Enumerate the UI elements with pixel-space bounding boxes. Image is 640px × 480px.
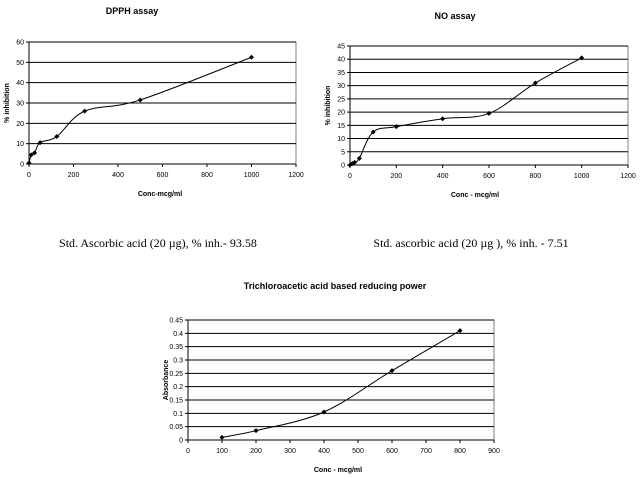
y-tick-label: 0.05	[169, 424, 183, 431]
y-axis-label: % inhibition	[325, 86, 332, 126]
standard-note: Std. Ascorbic acid (20 µg), % inh.- 93.5…	[59, 236, 257, 250]
x-tick-label: 1000	[574, 173, 590, 180]
x-tick-label: 0	[348, 173, 352, 180]
x-tick-label: 1000	[244, 172, 260, 179]
data-point	[370, 129, 376, 135]
data-point	[26, 160, 32, 166]
y-tick-label: 45	[337, 44, 345, 51]
x-tick-label: 500	[352, 448, 364, 455]
x-tick-label: 900	[488, 448, 500, 455]
y-tick-label: 5	[341, 149, 345, 156]
y-tick-label: 30	[16, 101, 24, 108]
data-point	[219, 434, 225, 440]
y-tick-label: 35	[337, 70, 345, 77]
x-tick-label: 200	[250, 448, 262, 455]
data-point	[249, 54, 254, 60]
data-point	[32, 150, 38, 156]
x-tick-label: 400	[318, 448, 330, 455]
data-point	[321, 409, 327, 415]
data-point	[82, 108, 88, 114]
y-tick-label: 40	[16, 80, 24, 87]
x-tick-label: 700	[420, 448, 432, 455]
plot-area	[349, 45, 629, 166]
y-tick-label: 10	[16, 141, 24, 148]
y-tick-label: 15	[337, 123, 345, 130]
y-tick-label: 0.25	[169, 371, 183, 378]
y-axis-label: Absorbance	[163, 360, 170, 401]
x-tick-label: 400	[112, 172, 124, 179]
x-axis-label: Conc-mcg/ml	[138, 191, 182, 198]
x-tick-label: 800	[529, 173, 541, 180]
x-tick-label: 1200	[620, 173, 636, 180]
standard-note: Std. ascorbic acid (20 µg ), % inh. - 7.…	[373, 236, 568, 250]
y-tick-label: 0.1	[173, 411, 183, 418]
y-tick-label: 0.45	[169, 318, 183, 325]
x-tick-label: 400	[437, 173, 449, 180]
series-line	[349, 57, 582, 166]
y-tick-label: 0.3	[173, 358, 183, 365]
y-tick-label: 0	[341, 163, 345, 170]
data-point	[352, 159, 358, 165]
chart-title: NO assay	[434, 11, 475, 21]
y-tick-label: 40	[337, 57, 345, 64]
data-point	[440, 116, 446, 122]
x-tick-label: 0	[186, 448, 190, 455]
y-tick-label: 30	[337, 83, 345, 90]
chart-title: DPPH assay	[106, 6, 159, 16]
x-tick-label: 100	[216, 448, 228, 455]
x-tick-label: 300	[284, 448, 296, 455]
y-tick-label: 60	[16, 40, 24, 47]
x-tick-label: 1200	[288, 172, 304, 179]
data-point	[37, 140, 43, 146]
chart-3: Trichloroacetic acid based reducing powe…	[163, 281, 500, 474]
x-tick-label: 600	[386, 448, 398, 455]
y-tick-label: 0	[179, 438, 183, 445]
x-tick-label: 600	[157, 172, 169, 179]
data-point	[393, 124, 399, 130]
y-tick-label: 20	[16, 121, 24, 128]
x-tick-label: 800	[454, 448, 466, 455]
chart-2: NO assay 0 5 10 15 20 25 30 35 40 45 0 200 400 600 800 1…	[325, 11, 636, 250]
x-tick-label: 200	[390, 173, 402, 180]
data-point	[28, 152, 34, 158]
data-point	[486, 110, 492, 116]
x-axis-label: Conc - mcg/ml	[314, 467, 362, 474]
data-point	[532, 80, 538, 86]
y-tick-label: 0.4	[173, 331, 183, 338]
x-tick-label: 200	[68, 172, 80, 179]
y-tick-label: 25	[337, 96, 345, 103]
y-tick-label: 0	[20, 162, 24, 169]
data-point	[356, 155, 362, 161]
y-tick-label: 10	[337, 136, 345, 143]
x-tick-label: 800	[201, 172, 213, 179]
chart-title: Trichloroacetic acid based reducing powe…	[244, 281, 427, 291]
y-tick-label: 20	[337, 110, 345, 117]
data-point	[253, 428, 259, 434]
data-point	[457, 328, 463, 334]
series-line	[28, 56, 252, 164]
y-tick-label: 50	[16, 60, 24, 67]
data-point	[579, 55, 585, 61]
y-tick-label: 0.2	[173, 384, 183, 391]
x-tick-label: 0	[27, 172, 31, 179]
y-axis-label: % inhibition	[4, 83, 11, 123]
data-point	[54, 134, 60, 140]
y-tick-label: 0.35	[169, 344, 183, 351]
data-point	[137, 97, 143, 103]
x-tick-label: 600	[483, 173, 495, 180]
x-axis-label: Conc - mcg/ml	[451, 192, 499, 199]
y-tick-label: 0.15	[169, 398, 183, 405]
data-point	[389, 368, 395, 374]
